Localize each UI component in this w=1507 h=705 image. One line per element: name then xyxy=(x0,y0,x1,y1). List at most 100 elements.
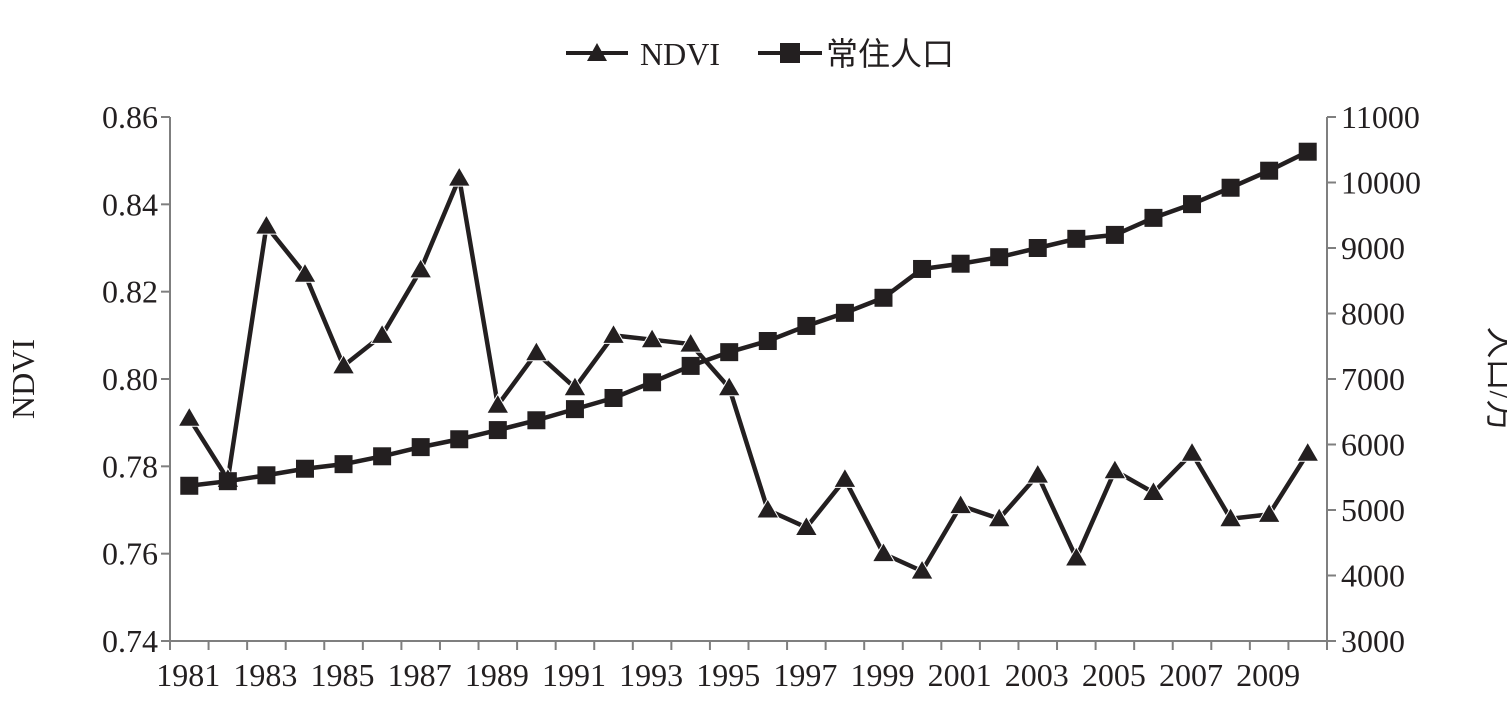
population-point xyxy=(180,476,199,495)
y-tick-label: 0.82 xyxy=(102,274,158,310)
ndvi-point xyxy=(408,257,433,279)
population-point xyxy=(643,373,662,392)
y2-tick-label: 11000 xyxy=(1341,99,1420,135)
ndvi-point xyxy=(1025,463,1050,484)
legend-population-label: 常住人口 xyxy=(826,36,954,72)
population-point xyxy=(604,388,623,407)
x-tick-label: 1995 xyxy=(696,657,760,693)
ndvi-point xyxy=(755,498,780,519)
population-point xyxy=(565,400,584,419)
population-point xyxy=(1183,195,1202,214)
ndvi-point xyxy=(1295,441,1320,462)
ndvi-point xyxy=(910,559,934,580)
population-point xyxy=(373,447,392,466)
population-point xyxy=(334,455,353,474)
ndvi-point xyxy=(1141,480,1166,502)
x-tick-label: 1989 xyxy=(465,657,529,693)
population-point xyxy=(1067,229,1086,248)
x-tick-label: 2007 xyxy=(1159,657,1223,693)
legend-square-marker-icon xyxy=(780,43,800,63)
x-tick-label: 2001 xyxy=(928,657,992,693)
population-point xyxy=(257,466,276,485)
x-tick-label: 1981 xyxy=(156,657,220,693)
population-point xyxy=(450,430,469,449)
ndvi-point xyxy=(678,332,703,353)
x-tick-label: 2009 xyxy=(1236,657,1300,693)
ndvi-point xyxy=(293,262,317,283)
y-axis-left-label: NDVI xyxy=(5,339,41,419)
population-point xyxy=(295,459,314,478)
x-tick-label: 1987 xyxy=(388,657,452,693)
x-tick-label: 1991 xyxy=(542,657,606,693)
population-point xyxy=(1298,142,1317,161)
y2-tick-label: 9000 xyxy=(1341,230,1405,266)
y-tick-label: 0.78 xyxy=(102,448,158,484)
ndvi-point xyxy=(485,393,510,414)
y2-tick-label: 3000 xyxy=(1341,623,1405,659)
y-tick-label: 0.76 xyxy=(102,536,158,572)
population-point xyxy=(1105,225,1124,244)
ndvi-point xyxy=(370,323,394,344)
ndvi-point xyxy=(1064,546,1089,567)
y2-tick-label: 10000 xyxy=(1341,165,1421,201)
population-point xyxy=(1221,178,1240,197)
population-point xyxy=(758,332,777,351)
y-tick-label: 0.84 xyxy=(102,186,158,222)
x-tick-label: 1993 xyxy=(619,657,683,693)
ndvi-point xyxy=(1218,506,1243,528)
ndvi-point xyxy=(987,506,1012,528)
ndvi-point xyxy=(447,166,472,187)
legend-triangle-marker-icon xyxy=(587,43,607,61)
population-point xyxy=(720,343,739,362)
x-tick-label: 1983 xyxy=(233,657,297,693)
ndvi-point xyxy=(717,375,742,397)
population-point xyxy=(1260,161,1279,180)
y-tick-label: 0.80 xyxy=(102,361,158,397)
population-point xyxy=(990,248,1009,267)
x-tick-label: 2005 xyxy=(1082,657,1146,693)
ndvi-point xyxy=(794,515,819,536)
ndvi-point xyxy=(177,406,202,427)
population-point xyxy=(1028,239,1047,257)
population-point xyxy=(527,411,546,430)
population-point xyxy=(913,259,932,278)
y-tick-label: 0.86 xyxy=(102,99,158,135)
population-point xyxy=(1144,208,1163,227)
ndvi-point xyxy=(948,493,973,515)
y-axis-right-label: 人口/万 xyxy=(1483,327,1507,432)
ndvi-point xyxy=(331,353,356,375)
population-point xyxy=(488,421,507,440)
ndvi-point xyxy=(1180,441,1204,462)
legend-ndvi-label: NDVI xyxy=(640,36,720,72)
series-line-ndvi xyxy=(187,175,1310,574)
y-tick-label: 0.74 xyxy=(102,623,158,659)
population-point xyxy=(411,438,430,457)
ndvi-point xyxy=(871,541,896,563)
ndvi-point xyxy=(254,214,279,235)
x-tick-label: 2003 xyxy=(1005,657,1069,693)
ndvi-point xyxy=(563,375,587,397)
series-line-population xyxy=(189,149,1309,488)
population-point xyxy=(951,254,970,273)
ndvi-point xyxy=(1103,458,1127,480)
ndvi-point xyxy=(833,467,857,488)
population-point xyxy=(218,472,237,491)
y2-tick-label: 5000 xyxy=(1341,492,1405,528)
population-point xyxy=(797,316,816,335)
x-tick-label: 1985 xyxy=(311,657,375,693)
ndvi-point xyxy=(1257,502,1282,523)
population-point xyxy=(835,303,854,322)
y2-tick-label: 8000 xyxy=(1341,296,1405,332)
x-tick-label: 1997 xyxy=(773,657,837,693)
population-point xyxy=(681,356,700,375)
x-tick-label: 1999 xyxy=(850,657,914,693)
ndvi-point xyxy=(524,340,549,362)
y2-tick-label: 7000 xyxy=(1341,361,1405,397)
ndvi-point xyxy=(601,323,626,344)
y2-tick-label: 4000 xyxy=(1341,558,1405,594)
y2-tick-label: 6000 xyxy=(1341,427,1405,463)
ndvi-point xyxy=(640,327,664,349)
legend: NDVI 常住人口 xyxy=(566,36,954,72)
population-point xyxy=(874,288,893,307)
